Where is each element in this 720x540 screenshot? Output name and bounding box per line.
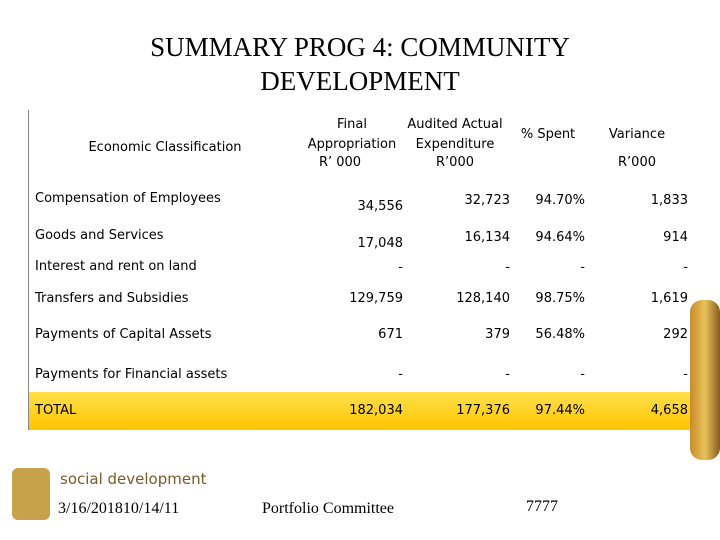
slide-title: SUMMARY PROG 4: COMMUNITY DEVELOPMENT	[150, 32, 570, 96]
cell: 4,658	[650, 403, 688, 418]
cell: -	[398, 367, 403, 382]
cell: -	[683, 367, 688, 382]
cell: 17,048	[357, 236, 404, 251]
cell: -	[683, 260, 688, 275]
cell: 177,376	[456, 403, 510, 418]
cell: -	[505, 260, 510, 275]
page-number: 7777	[526, 498, 558, 515]
cell: 671	[378, 327, 403, 342]
table-border	[28, 110, 29, 430]
cell: 16,134	[464, 230, 511, 245]
unit-label: R’ 000	[318, 155, 362, 170]
cell: 94.70%	[535, 193, 585, 208]
committee: Portfolio Committee	[262, 500, 394, 517]
cell: 128,140	[456, 291, 510, 306]
unit-label: R’000	[436, 155, 474, 170]
row-label: Goods and Services	[35, 228, 164, 243]
cell: 94.64%	[535, 230, 585, 245]
cell: 1,833	[650, 193, 688, 208]
cell: 914	[663, 230, 688, 245]
column-header: Economic Classification	[88, 140, 242, 155]
cell: 379	[485, 327, 510, 342]
cell: 56.48%	[535, 327, 585, 342]
cell: 292	[663, 327, 688, 342]
cell: 98.75%	[535, 291, 585, 306]
total-highlight	[28, 392, 700, 430]
cell: -	[580, 260, 585, 275]
logo	[12, 468, 50, 520]
date: 3/16/201810/14/11	[58, 500, 180, 517]
cell: 97.44%	[535, 403, 585, 418]
row-label: TOTAL	[35, 403, 77, 418]
cell: 34,556	[357, 199, 404, 214]
column-header: Variance	[608, 127, 666, 142]
cell: -	[505, 367, 510, 382]
row-label: Transfers and Subsidies	[35, 291, 189, 306]
cell: 182,034	[349, 403, 403, 418]
row-label: Compensation of Employees	[35, 191, 221, 206]
cell: -	[398, 260, 403, 275]
column-header: Final Appropriation	[307, 117, 397, 152]
cell: -	[580, 367, 585, 382]
row-label: Payments of Capital Assets	[35, 327, 212, 342]
cell: 1,619	[650, 291, 688, 306]
column-header: % Spent	[520, 127, 576, 142]
unit-label: R’000	[618, 155, 656, 170]
row-label: Payments for Financial assets	[35, 367, 228, 382]
row-label: Interest and rent on land	[35, 259, 197, 274]
decoration	[690, 300, 720, 460]
brand: social development	[60, 470, 207, 488]
cell: 32,723	[464, 193, 511, 208]
cell: 129,759	[349, 291, 403, 306]
column-header: Audited Actual Expenditure	[407, 117, 503, 152]
